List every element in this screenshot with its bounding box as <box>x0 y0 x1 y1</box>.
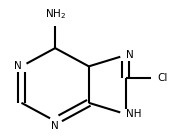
Text: Cl: Cl <box>157 73 167 83</box>
Text: NH: NH <box>126 109 141 119</box>
Text: NH$_2$: NH$_2$ <box>45 7 66 21</box>
Text: N: N <box>126 50 134 60</box>
Text: N: N <box>51 121 59 131</box>
Text: N: N <box>14 61 21 71</box>
